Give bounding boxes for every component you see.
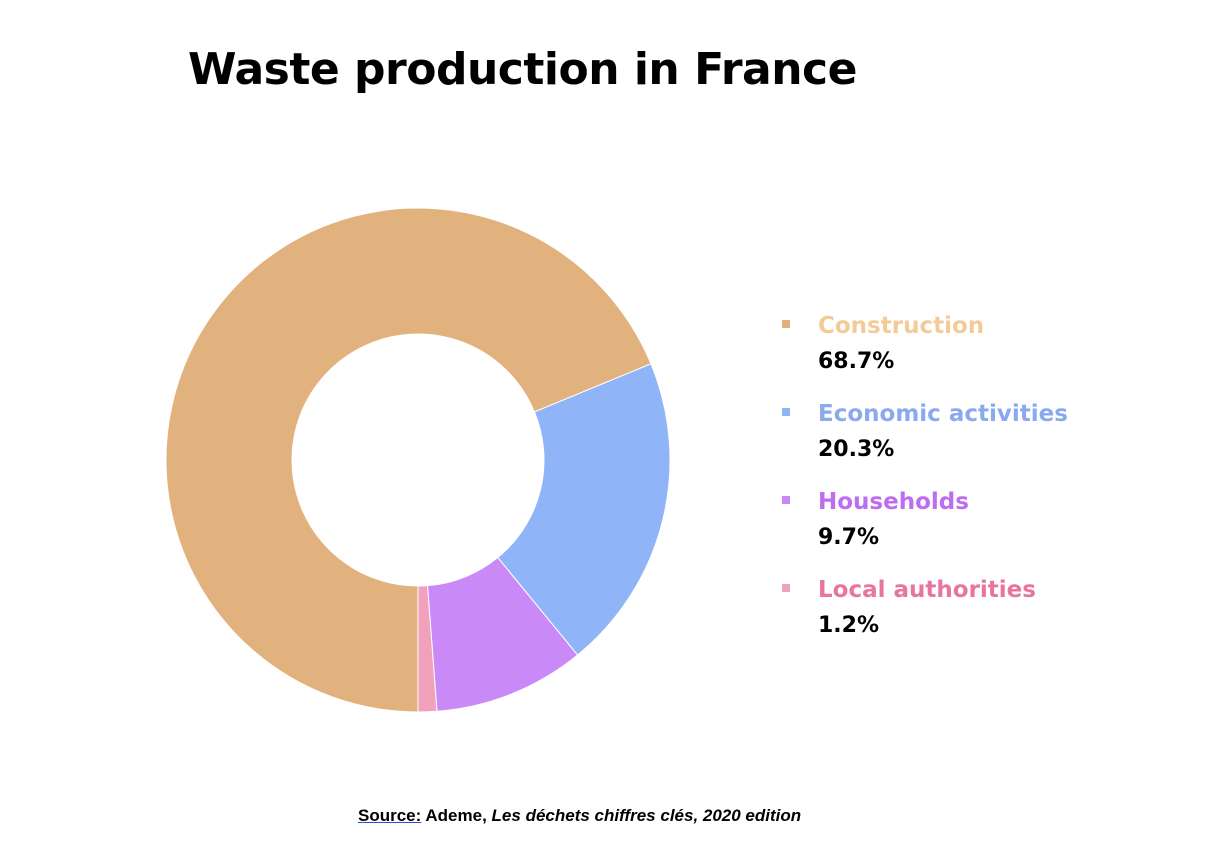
legend-marker-construction: [782, 320, 790, 328]
legend-label-construction: Construction: [818, 313, 985, 339]
legend-label-economic-activities: Economic activities: [818, 401, 1068, 427]
legend-item-construction: Construction 68.7%: [782, 308, 1182, 396]
legend-item-households: Households 9.7%: [782, 484, 1182, 572]
slice-construction: [165, 207, 652, 713]
chart-legend: Construction 68.7% Economic activities 2…: [782, 308, 1182, 660]
legend-marker-households: [782, 496, 790, 504]
source-note: Source: Ademe, Les déchets chiffres clés…: [358, 806, 801, 826]
slice-economic-activities: [497, 363, 671, 656]
slice-local-authorities: [417, 585, 438, 713]
legend-label-households: Households: [818, 489, 969, 515]
source-label: Source:: [358, 806, 422, 825]
legend-item-local-authorities: Local authorities 1.2%: [782, 572, 1182, 660]
legend-value-economic-activities: 20.3%: [818, 437, 895, 462]
legend-marker-economic-activities: [782, 408, 790, 416]
legend-value-households: 9.7%: [818, 525, 880, 550]
legend-value-local-authorities: 1.2%: [818, 613, 880, 638]
chart-title: Waste production in France: [188, 44, 857, 95]
source-title: Les déchets chiffres clés, 2020 edition: [491, 806, 802, 825]
legend-label-local-authorities: Local authorities: [818, 577, 1036, 603]
legend-item-economic-activities: Economic activities 20.3%: [782, 396, 1182, 484]
legend-marker-local-authorities: [782, 584, 790, 592]
legend-value-construction: 68.7%: [818, 349, 895, 374]
source-publisher: Ademe,: [425, 806, 487, 825]
